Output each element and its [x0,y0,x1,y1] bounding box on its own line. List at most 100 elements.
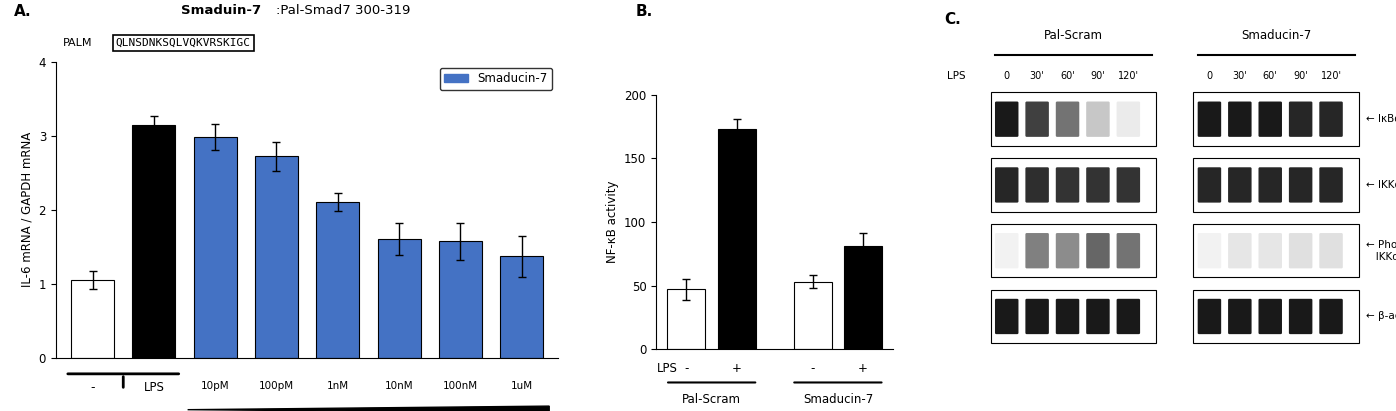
FancyBboxPatch shape [1198,299,1222,334]
FancyBboxPatch shape [1198,102,1222,137]
FancyBboxPatch shape [1055,167,1079,203]
Text: LPS: LPS [658,362,678,375]
FancyBboxPatch shape [995,299,1019,334]
FancyBboxPatch shape [1086,167,1110,203]
Bar [71,280,114,358]
Text: 120': 120' [1118,71,1139,81]
FancyBboxPatch shape [1086,102,1110,137]
Bar [991,158,1156,212]
FancyBboxPatch shape [1086,299,1110,334]
FancyBboxPatch shape [1117,102,1141,137]
Bar [194,137,237,358]
Text: 30': 30' [1233,71,1247,81]
Text: 0: 0 [1004,71,1009,81]
Text: +: + [859,362,868,375]
Text: Smaduin-7: Smaduin-7 [181,4,261,17]
Text: -: - [684,362,688,375]
Text: 120': 120' [1321,71,1342,81]
Bar [377,239,420,358]
Text: C.: C. [945,12,962,27]
Text: -: - [811,362,815,375]
Text: A.: A. [14,4,32,19]
FancyBboxPatch shape [1289,299,1312,334]
Bar [991,224,1156,277]
Text: 30': 30' [1030,71,1044,81]
FancyBboxPatch shape [995,102,1019,137]
FancyBboxPatch shape [1055,102,1079,137]
FancyBboxPatch shape [1055,233,1079,268]
FancyBboxPatch shape [995,233,1019,268]
Text: PALM: PALM [63,38,92,48]
Text: 10pM: 10pM [201,381,229,391]
Bar [1194,290,1360,343]
Text: LPS: LPS [946,71,966,81]
Text: 90': 90' [1293,71,1308,81]
Bar [255,156,297,358]
Bar [1194,158,1360,212]
FancyBboxPatch shape [1198,233,1222,268]
Text: :Pal-Smad7 300-319: :Pal-Smad7 300-319 [276,4,410,17]
Text: Smaducin-7: Smaducin-7 [1241,29,1311,42]
Bar [133,125,176,358]
FancyBboxPatch shape [1258,102,1282,137]
Text: 1uM: 1uM [511,381,533,391]
Bar [845,246,882,349]
Text: Smaducin-7: Smaducin-7 [803,393,872,406]
Text: +: + [732,362,741,375]
FancyBboxPatch shape [1026,102,1048,137]
Bar [500,256,543,358]
Bar [794,282,832,349]
FancyBboxPatch shape [1198,167,1222,203]
FancyBboxPatch shape [1289,102,1312,137]
Text: ← IKKα: ← IKKα [1367,180,1396,190]
FancyBboxPatch shape [1258,299,1282,334]
FancyBboxPatch shape [1319,233,1343,268]
Legend: Smaducin-7: Smaducin-7 [440,67,553,90]
FancyBboxPatch shape [1228,233,1252,268]
FancyBboxPatch shape [1319,299,1343,334]
FancyBboxPatch shape [1319,102,1343,137]
FancyBboxPatch shape [1117,233,1141,268]
FancyBboxPatch shape [1026,233,1048,268]
Polygon shape [187,406,549,411]
FancyBboxPatch shape [1228,299,1252,334]
Bar [667,289,705,349]
FancyBboxPatch shape [1228,167,1252,203]
Text: -: - [91,381,95,394]
Y-axis label: NF-κB activity: NF-κB activity [606,181,618,263]
FancyBboxPatch shape [1289,233,1312,268]
Bar [991,290,1156,343]
Y-axis label: IL-6 mRNA / GAPDH mRNA: IL-6 mRNA / GAPDH mRNA [20,132,34,287]
Text: LPS: LPS [144,381,165,394]
Text: 0: 0 [1206,71,1213,81]
FancyBboxPatch shape [1117,167,1141,203]
Text: Pal-Scram: Pal-Scram [683,393,741,406]
FancyBboxPatch shape [1258,167,1282,203]
Bar [1194,224,1360,277]
Bar [317,202,359,358]
FancyBboxPatch shape [1026,299,1048,334]
Text: B.: B. [635,4,652,19]
FancyBboxPatch shape [1117,299,1141,334]
FancyBboxPatch shape [1319,167,1343,203]
FancyBboxPatch shape [1258,233,1282,268]
Text: 10nM: 10nM [385,381,413,391]
FancyBboxPatch shape [1086,233,1110,268]
Text: 100pM: 100pM [258,381,295,391]
Bar [718,129,755,349]
Text: ← IκBα: ← IκBα [1367,114,1396,124]
Bar [1194,92,1360,146]
Text: ← β-actin: ← β-actin [1367,312,1396,321]
Bar [991,92,1156,146]
Text: 90': 90' [1090,71,1106,81]
FancyBboxPatch shape [1289,167,1312,203]
Text: Pal-Scram: Pal-Scram [1044,29,1103,42]
Text: 60': 60' [1263,71,1277,81]
FancyBboxPatch shape [1228,102,1252,137]
Text: QLNSDNKSQLVQKVRSKIGC: QLNSDNKSQLVQKVRSKIGC [116,38,251,48]
FancyBboxPatch shape [995,167,1019,203]
Text: ← Phospho-
   IKKα/β: ← Phospho- IKKα/β [1367,240,1396,261]
FancyBboxPatch shape [1055,299,1079,334]
Text: 100nM: 100nM [443,381,477,391]
FancyBboxPatch shape [1026,167,1048,203]
